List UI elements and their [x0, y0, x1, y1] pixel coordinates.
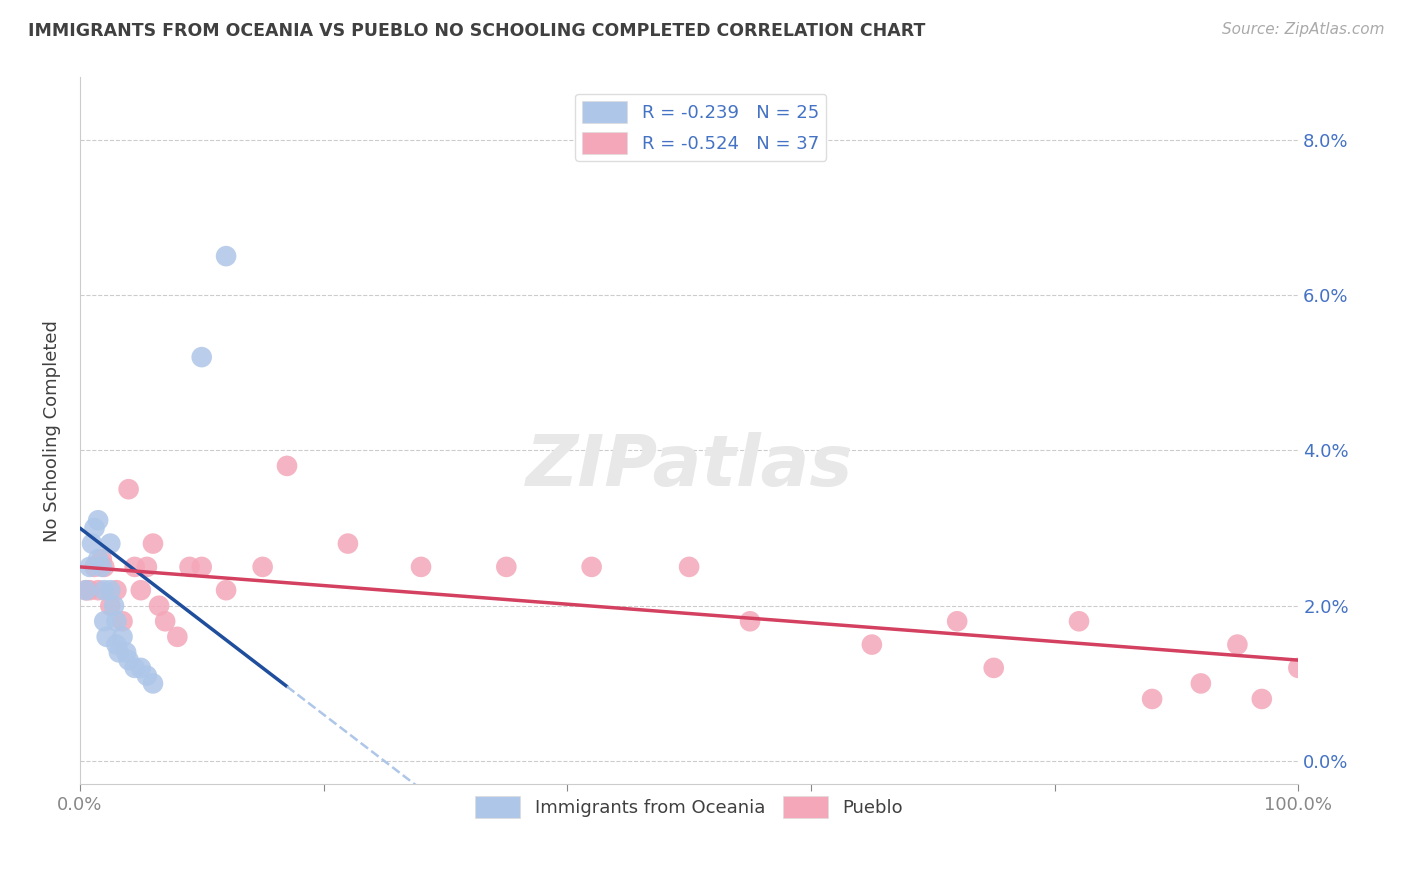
Point: [105, 614, 128, 628]
Point: [1189, 676, 1212, 690]
Text: IMMIGRANTS FROM OCEANIA VS PUEBLO NO SCHOOLING COMPLETED CORRELATION CHART: IMMIGRANTS FROM OCEANIA VS PUEBLO NO SCH…: [28, 22, 925, 40]
Point: [108, 645, 131, 659]
Point: [124, 560, 146, 574]
Point: [1286, 661, 1309, 675]
Point: [1226, 638, 1249, 652]
Point: [946, 614, 969, 628]
Point: [98, 599, 121, 613]
Point: [190, 560, 212, 574]
Text: ZIPatlas: ZIPatlas: [526, 432, 853, 500]
Point: [93, 614, 115, 628]
Point: [93, 560, 115, 574]
Point: [179, 560, 201, 574]
Point: [117, 653, 139, 667]
Point: [215, 249, 238, 263]
Legend: Immigrants from Oceania, Pueblo: Immigrants from Oceania, Pueblo: [468, 789, 911, 825]
Point: [678, 560, 700, 574]
Point: [79, 583, 101, 598]
Point: [190, 350, 212, 364]
Point: [80, 536, 103, 550]
Point: [1067, 614, 1090, 628]
Point: [103, 599, 125, 613]
Point: [79, 560, 101, 574]
Point: [495, 560, 517, 574]
Point: [153, 614, 176, 628]
Point: [860, 638, 883, 652]
Point: [135, 560, 157, 574]
Point: [1140, 692, 1163, 706]
Point: [75, 583, 97, 598]
Point: [409, 560, 432, 574]
Point: [115, 645, 138, 659]
Point: [738, 614, 761, 628]
Point: [1250, 692, 1272, 706]
Point: [90, 560, 112, 574]
Point: [166, 630, 188, 644]
Point: [111, 630, 134, 644]
Point: [336, 536, 359, 550]
Point: [98, 536, 121, 550]
Point: [276, 458, 298, 473]
Point: [83, 521, 105, 535]
Point: [135, 668, 157, 682]
Point: [129, 583, 152, 598]
Text: Source: ZipAtlas.com: Source: ZipAtlas.com: [1222, 22, 1385, 37]
Point: [142, 676, 165, 690]
Y-axis label: No Schooling Completed: No Schooling Completed: [44, 320, 60, 541]
Point: [148, 599, 170, 613]
Point: [98, 583, 121, 598]
Point: [87, 552, 110, 566]
Point: [105, 638, 128, 652]
Point: [90, 552, 112, 566]
Point: [96, 630, 118, 644]
Point: [129, 661, 152, 675]
Point: [124, 661, 146, 675]
Point: [87, 513, 110, 527]
Point: [117, 482, 139, 496]
Point: [83, 560, 105, 574]
Point: [142, 536, 165, 550]
Point: [581, 560, 603, 574]
Point: [252, 560, 274, 574]
Point: [87, 583, 110, 598]
Point: [111, 614, 134, 628]
Point: [983, 661, 1005, 675]
Point: [105, 583, 128, 598]
Point: [215, 583, 238, 598]
Point: [75, 583, 97, 598]
Point: [93, 583, 115, 598]
